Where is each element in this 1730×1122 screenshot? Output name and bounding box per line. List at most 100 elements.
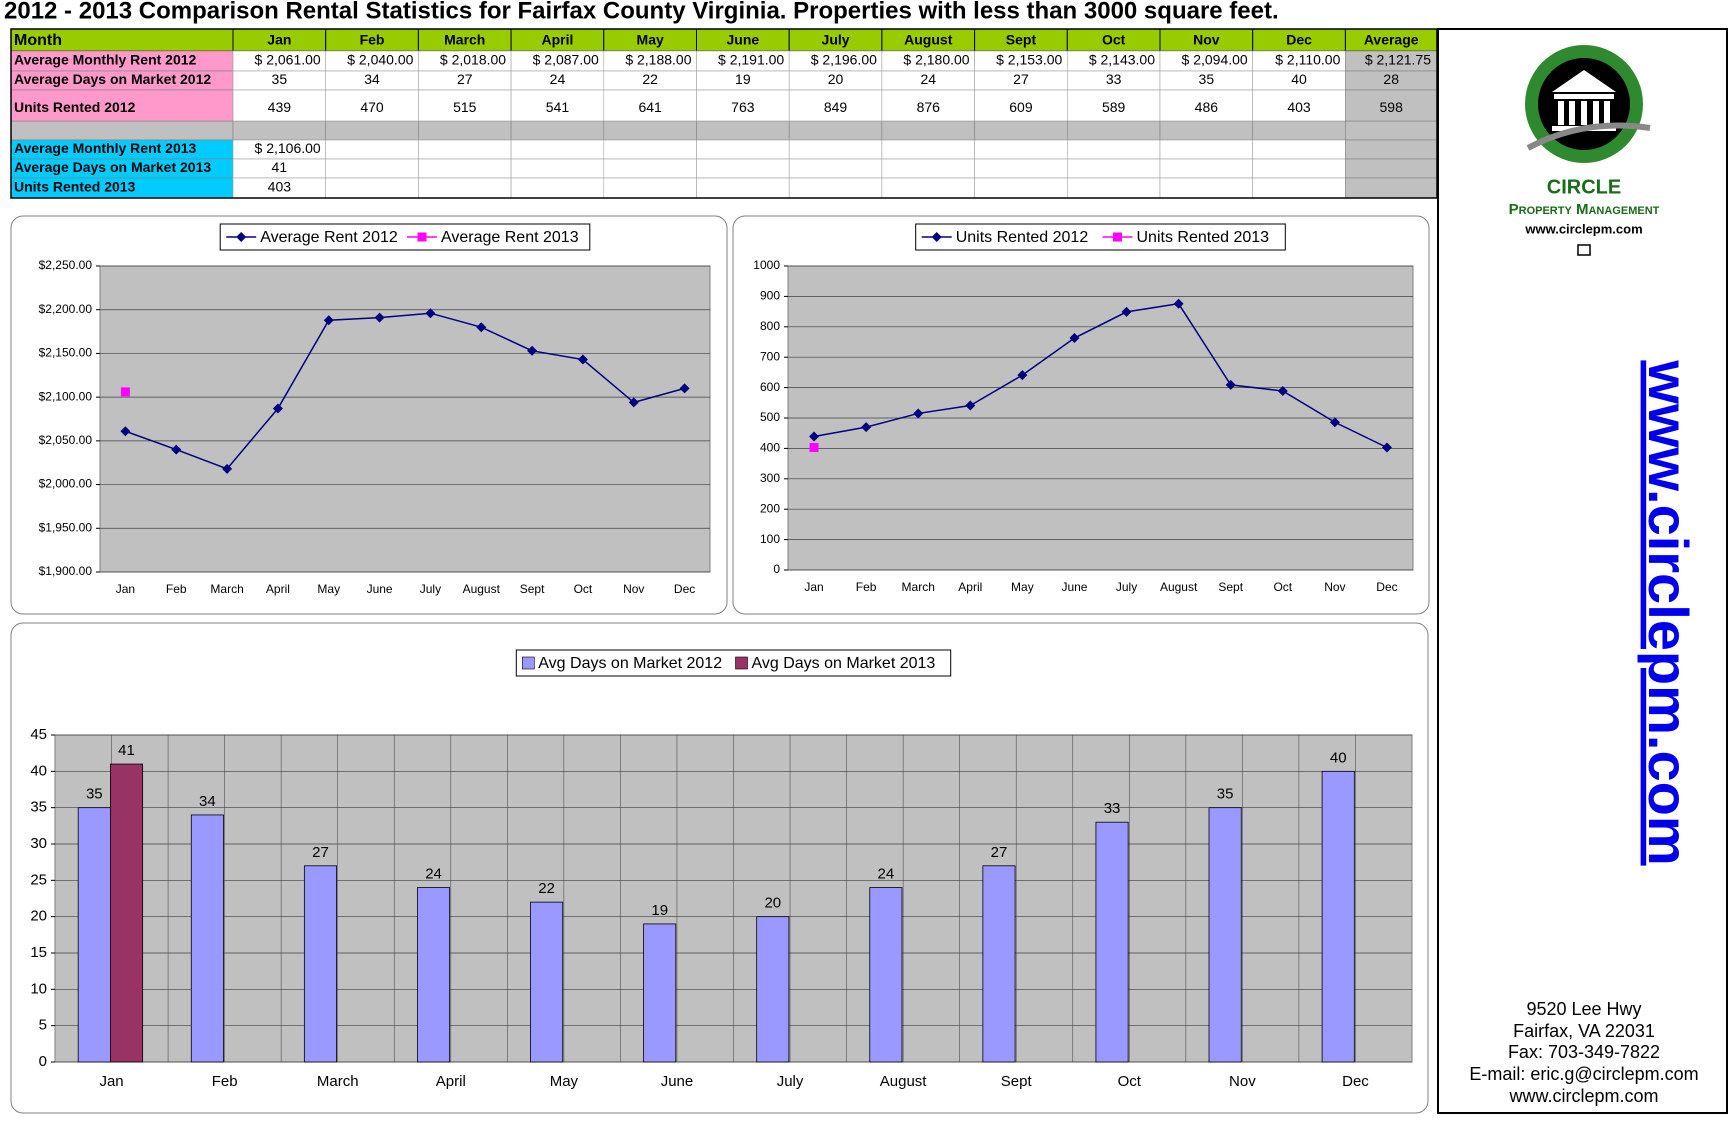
cell-text: 609: [1009, 99, 1033, 115]
cell-text: 27: [1013, 71, 1029, 87]
cell-text: $ 2,110.00: [1275, 52, 1340, 68]
y-tick-label: 0: [39, 1053, 47, 1070]
data-cell: [788, 89, 883, 122]
cell-text: 849: [824, 99, 848, 115]
data-cell: [603, 139, 697, 160]
header-text: June: [727, 32, 760, 48]
logo-name: CIRCLE: [1547, 176, 1621, 198]
address-line: Fairfax, VA 22031: [1513, 1021, 1655, 1041]
data-cell: [418, 177, 512, 199]
x-tick-label: Dec: [674, 582, 695, 596]
header-text: March: [444, 32, 485, 48]
blank-cell: [325, 120, 419, 141]
blank-cell: [1159, 120, 1253, 141]
row-label: Average Monthly Rent 2013: [14, 140, 197, 156]
cell-text: 35: [272, 71, 288, 87]
point: [628, 397, 639, 408]
average-text: 28: [1383, 71, 1399, 87]
logo-beam: [1554, 94, 1614, 99]
data-cell: [510, 139, 605, 160]
y-tick-label: 30: [30, 835, 47, 852]
data-cell: [1159, 139, 1253, 160]
x-tick-label: Nov: [623, 582, 644, 596]
point: [527, 345, 538, 356]
y-tick-label: 100: [760, 532, 780, 546]
header-text: Feb: [360, 32, 385, 48]
data-cell: [510, 89, 605, 122]
data-cell: [603, 177, 697, 199]
cell-text: $ 2,094.00: [1182, 52, 1248, 68]
cell-text: 486: [1195, 99, 1219, 115]
average-text: 598: [1380, 99, 1404, 115]
address-line: 9520 Lee Hwy: [1526, 999, 1641, 1019]
y-tick-label: 1000: [753, 258, 780, 272]
x-tick-label: May: [317, 582, 340, 596]
cell-text: $ 2,180.00: [903, 52, 969, 68]
header-text: Month: [14, 32, 62, 49]
y-tick-label: 400: [760, 441, 780, 455]
row-label: Average Monthly Rent 2012: [14, 52, 197, 68]
point: [1069, 333, 1080, 344]
x-tick-label: March: [902, 580, 935, 594]
cell-text: 19: [735, 71, 751, 87]
point: [222, 463, 233, 474]
header-text: Jan: [267, 32, 291, 48]
cell-text: $ 2,153.00: [996, 52, 1062, 68]
data-label: 27: [312, 844, 329, 861]
cell-text: 41: [272, 159, 288, 175]
point: [1277, 385, 1288, 396]
data-cell: [881, 139, 975, 160]
table-border: [10, 28, 1438, 199]
data-cell: [418, 89, 512, 122]
data-cell: [1252, 177, 1346, 199]
cell-text: $ 2,188.00: [625, 52, 691, 68]
point: [1225, 379, 1236, 390]
banner-url: www.circlepm.com: [1637, 359, 1700, 865]
average-text: $ 2,121.75: [1365, 52, 1431, 68]
point: [913, 408, 924, 419]
x-tick-label: Sept: [520, 582, 545, 596]
bar: [110, 763, 144, 1063]
cell-text: 34: [364, 71, 380, 87]
x-tick-label: Nov: [1229, 1073, 1256, 1090]
blank-cell: [974, 120, 1068, 141]
address-line: E-mail: eric.g@circlepm.com: [1469, 1064, 1698, 1084]
legend-box: [915, 223, 1286, 251]
x-tick-label: August: [880, 1073, 928, 1090]
data-cell: [696, 139, 790, 160]
header-text: Sept: [1006, 32, 1037, 48]
cell-text: 641: [638, 99, 662, 115]
x-tick-label: August: [463, 582, 501, 596]
data-cell: [881, 158, 975, 179]
blank-cell: [881, 120, 975, 141]
sidebar-box: [1437, 28, 1728, 1114]
x-tick-label: June: [1061, 580, 1087, 594]
logo-column: [1569, 101, 1575, 125]
x-tick-label: July: [777, 1073, 804, 1090]
data-label: 27: [991, 844, 1008, 861]
data-cell: [1067, 139, 1161, 160]
logo-roof: [1552, 70, 1616, 92]
data-cell: [418, 139, 512, 160]
cell-text: 33: [1106, 71, 1122, 87]
header-text: Dec: [1286, 32, 1312, 48]
data-cell: [603, 158, 697, 179]
x-tick-label: Sept: [1218, 580, 1243, 594]
legend-label: Average Rent 2012: [260, 229, 398, 246]
point: [965, 400, 976, 411]
data-cell: [974, 139, 1068, 160]
series-line: [125, 312, 685, 470]
data-label: 33: [1104, 800, 1121, 817]
data-cell: [510, 177, 605, 199]
y-tick-label: 20: [30, 908, 47, 925]
cell-text: 20: [828, 71, 844, 87]
y-tick-label: 25: [30, 871, 47, 888]
legend-marker: [931, 232, 942, 242]
y-tick-label: 40: [30, 762, 47, 779]
data-cell: [1067, 177, 1161, 199]
y-tick-label: 200: [760, 501, 780, 515]
x-tick-label: Feb: [856, 580, 877, 594]
cell-text: 24: [550, 71, 566, 87]
y-tick-label: 800: [760, 319, 780, 333]
blank-cell: [696, 120, 790, 141]
